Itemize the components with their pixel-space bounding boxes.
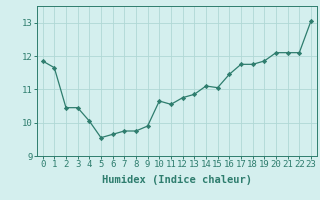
X-axis label: Humidex (Indice chaleur): Humidex (Indice chaleur) xyxy=(102,175,252,185)
